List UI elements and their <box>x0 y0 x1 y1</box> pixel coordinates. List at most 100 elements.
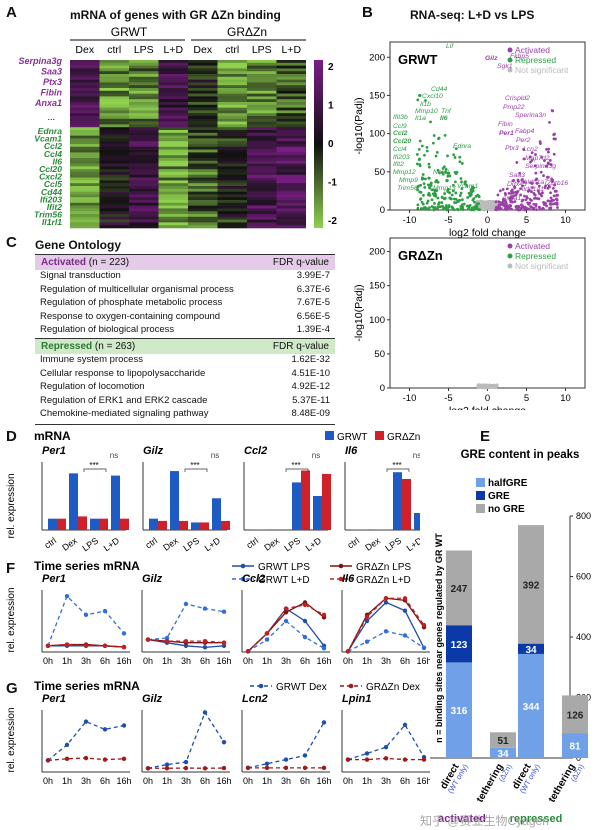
bar-dzn <box>158 520 167 530</box>
heatmap-cell <box>70 62 100 66</box>
heatmap-cell <box>70 158 100 162</box>
heatmap-cell <box>99 188 129 192</box>
heatmap-cell <box>158 116 188 120</box>
heatmap-cell <box>70 214 100 218</box>
heatmap-cell <box>188 135 218 139</box>
heatmap-cell <box>158 90 188 94</box>
volcano-point-activated <box>536 189 540 193</box>
heatmap-cell <box>247 191 277 195</box>
heatmap-cell <box>247 160 277 164</box>
volcano-point-activated <box>523 208 527 212</box>
heatmap-cell <box>276 160 306 164</box>
heatmap-cell <box>188 155 218 159</box>
ts-xtick: 16h <box>116 776 131 786</box>
volcano-point-activated <box>554 137 557 141</box>
bar-dzn <box>78 516 87 530</box>
heatmap-cell <box>129 118 159 122</box>
bar-dzn <box>221 520 230 530</box>
heatmap-column-label: ctrl <box>107 44 121 56</box>
heatmap-cell <box>70 102 100 106</box>
panel-letter-g: G <box>6 680 18 697</box>
volcano-point-repressed <box>446 174 450 178</box>
volcano-point-repressed <box>469 193 473 197</box>
heatmap-cell <box>70 160 100 164</box>
ts-ylabel: rel. expression <box>6 587 17 652</box>
go-qvalue: 6.37E-6 <box>296 283 330 295</box>
volcano-point-repressed <box>430 198 434 202</box>
heatmap-cell <box>99 124 129 128</box>
volcano-point-repressed <box>438 171 441 175</box>
go-term: Cellular response to lipopolysaccharide <box>40 367 206 379</box>
volcano-point-repressed <box>460 198 464 202</box>
volcano-gene-label: Il1a <box>415 115 426 122</box>
volcano-point-ns <box>490 203 494 207</box>
panel-e-group-repressed: repressed <box>510 813 563 825</box>
ts-point-DZn <box>102 757 108 762</box>
heatmap-cell <box>188 68 218 72</box>
heatmap-cell <box>247 116 277 120</box>
volcano-point-repressed <box>431 192 435 196</box>
ts-point-DZn_LD <box>145 637 151 642</box>
bar-dzn <box>402 479 411 530</box>
ts-legend-marker <box>348 683 354 689</box>
volcano-point-activated <box>549 196 553 200</box>
go-activated-n: (n = 223) <box>88 257 130 268</box>
heatmap-cell <box>70 88 100 92</box>
heatmap-cell <box>217 152 247 156</box>
volcano-point-activated <box>530 151 534 155</box>
volcano-point-activated <box>556 193 560 197</box>
volcano-point-activated <box>534 171 538 175</box>
ts-point-DZn_LD <box>221 640 227 645</box>
ts-legend-marker <box>240 563 246 569</box>
panel-d-legend-swatch <box>375 431 384 440</box>
volcano-point-repressed <box>469 208 473 212</box>
panel-e-legend-swatch <box>476 478 485 487</box>
heatmap-cell <box>188 85 218 89</box>
ts-legend-label: GRWT Dex <box>276 682 327 693</box>
heatmap-cell <box>70 124 100 128</box>
heatmap-cell <box>217 68 247 72</box>
volcano-point-ns <box>495 384 499 388</box>
heatmap-cell <box>129 116 159 120</box>
bar-wt <box>414 513 420 530</box>
bar-wt <box>191 522 200 530</box>
ts-xtick: 1h <box>262 776 272 786</box>
bar-dzn <box>120 518 129 530</box>
volcano-point-repressed <box>434 154 438 158</box>
volcano-point-activated <box>512 194 516 198</box>
volcano-point-activated <box>503 199 507 203</box>
ts-point-DZn <box>421 757 427 762</box>
heatmap-cell <box>276 104 306 108</box>
volcano-point-ns <box>483 200 487 204</box>
heatmap-cell <box>129 90 159 94</box>
volcano-point-repressed <box>451 207 455 211</box>
heatmap-cell <box>129 99 159 103</box>
heatmap-cell <box>217 205 247 209</box>
heatmap-cell <box>158 104 188 108</box>
go-qvalue: 1.62E-32 <box>291 354 330 365</box>
volcano-xtick: 5 <box>524 393 529 404</box>
heatmap-cell <box>158 222 188 226</box>
volcano-point-activated <box>519 187 522 191</box>
heatmap-cell <box>70 110 100 114</box>
panel-e-bar-value: 392 <box>523 580 540 591</box>
heatmap-cell <box>129 197 159 201</box>
heatmap-cell <box>247 96 277 100</box>
heatmap-cell <box>129 62 159 66</box>
volcano-point-repressed <box>424 99 427 102</box>
volcano-point-activated <box>517 205 521 208</box>
heatmap-cell <box>188 174 218 178</box>
heatmap-cell <box>70 65 100 69</box>
volcano-gene-label: Cd44 <box>431 86 447 93</box>
volcano-point-activated <box>531 186 534 189</box>
ts-point-WT_LPS <box>202 645 208 650</box>
heatmap-cell <box>217 211 247 215</box>
ts-point-DZn <box>283 765 289 771</box>
bar-dzn <box>57 518 66 530</box>
heatmap-cell <box>217 149 247 153</box>
ts-point-DZn_LD <box>45 643 51 648</box>
heatmap-cell <box>158 102 188 106</box>
heatmap-cell <box>247 124 277 128</box>
heatmap-cell <box>99 180 129 184</box>
heatmap-cell <box>129 144 159 148</box>
